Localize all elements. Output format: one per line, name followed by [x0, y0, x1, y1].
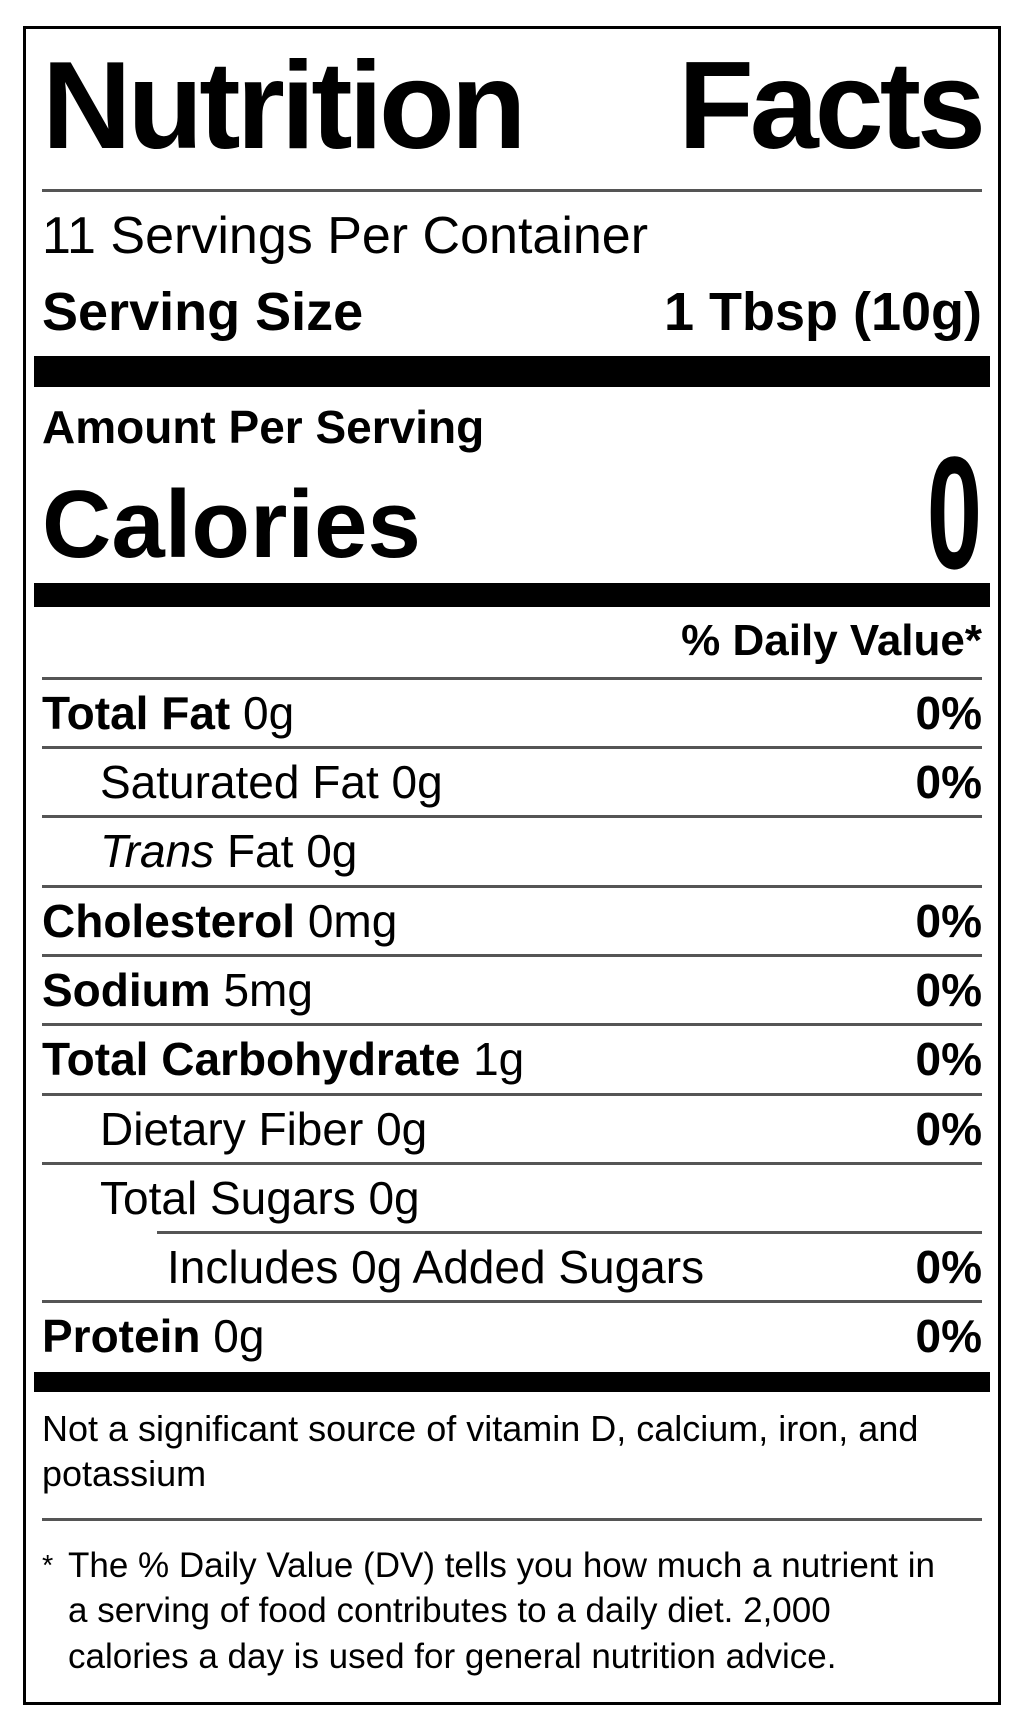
row-divider: [157, 1231, 982, 1235]
nutrient-name: Saturated Fat 0g: [100, 758, 443, 806]
row-divider: [42, 1161, 982, 1165]
thick-separator-bar: [34, 582, 990, 607]
label-title: Nutrition Facts: [42, 37, 986, 175]
thick-separator-bar: [34, 1371, 990, 1392]
nutrient-amount: Fat 0g: [214, 825, 358, 878]
nutrient-daily-value: 0%: [915, 1102, 982, 1155]
nutrient-amount: 0g: [230, 686, 295, 739]
calories-value: 0: [926, 423, 982, 603]
title-word-nutrition: Nutrition: [42, 37, 527, 175]
nutrient-amount: 1g: [460, 1033, 525, 1086]
footnote-asterisk: *: [42, 1549, 54, 1582]
nutrition-facts-label: Nutrition Facts 11 Servings Per Containe…: [23, 26, 1001, 1705]
nutrient-amount: 5mg: [210, 963, 313, 1016]
nutrient-name-bold: Protein: [42, 1310, 201, 1363]
nutrient-name: Total Carbohydrate 1g: [42, 1035, 524, 1083]
daily-value-header: % Daily Value*: [42, 607, 982, 680]
nutrient-row: Total Sugars 0g: [42, 1165, 982, 1231]
row-divider: [42, 815, 982, 819]
nutrient-daily-value: 0%: [915, 756, 982, 809]
nutrient-row: Dietary Fiber 0g 0%: [42, 1096, 982, 1162]
nutrient-rows: Total Fat 0g 0% Saturated Fat 0g 0% Tran…: [42, 680, 982, 1370]
nutrient-row: Includes 0g Added Sugars 0%: [42, 1234, 982, 1300]
calories-row: Calories 0: [42, 423, 982, 603]
nutrient-name: Dietary Fiber 0g: [100, 1102, 428, 1155]
amount-per-serving-label: Amount Per Serving: [42, 401, 485, 454]
row-divider: [42, 1092, 982, 1096]
nutrient-row: Saturated Fat 0g 0%: [42, 749, 982, 815]
nutrient-amount: 0mg: [295, 894, 398, 947]
nutrient-daily-value: 0%: [915, 686, 982, 739]
nutrient-name-bold: Cholesterol: [42, 894, 296, 947]
nutrient-name-bold: Total Carbohydrate: [42, 1033, 461, 1086]
serving-size-label: Serving Size: [42, 281, 364, 342]
nutrient-name: Total Fat 0g: [42, 689, 294, 737]
nutrient-amount: 0g: [200, 1310, 265, 1363]
nutrient-name-bold: Total Fat: [42, 686, 231, 739]
not-significant-note: Not a significant source of vitamin D, c…: [42, 1407, 919, 1494]
nutrient-daily-value: 0%: [915, 894, 982, 947]
row-divider: [42, 1300, 982, 1304]
nutrient-name-italic: Trans: [100, 825, 215, 878]
nutrient-daily-value: 0%: [915, 1310, 982, 1363]
serving-size-value: 1 Tbsp (10g): [663, 281, 982, 342]
footnote-divider: [42, 1517, 982, 1521]
daily-value-footnote: * The % Daily Value (DV) tells you how m…: [42, 1521, 982, 1680]
serving-size-row: Serving Size 1 Tbsp (10g): [42, 281, 982, 342]
nutrient-row: Trans Fat 0g: [42, 818, 982, 884]
nutrient-row: Sodium 5mg 0%: [42, 957, 982, 1023]
servings-per-container: 11 Servings Per Container: [42, 206, 649, 265]
title-word-facts: Facts: [678, 37, 986, 175]
row-divider: [42, 884, 982, 888]
title-divider: [42, 188, 982, 192]
nutrient-name: Cholesterol 0mg: [42, 897, 397, 945]
calories-label: Calories: [42, 470, 421, 578]
row-divider: [42, 953, 982, 957]
row-divider: [42, 746, 982, 750]
nutrient-daily-value: 0%: [915, 1241, 982, 1294]
nutrient-row: Protein 0g 0%: [42, 1303, 982, 1369]
nutrient-name: Total Sugars 0g: [100, 1174, 420, 1222]
nutrient-name-bold: Sodium: [42, 963, 211, 1016]
nutrient-name: Protein 0g: [42, 1312, 264, 1360]
nutrient-amount: Dietary Fiber 0g: [100, 1102, 428, 1155]
nutrient-name: Sodium 5mg: [42, 966, 313, 1014]
nutrient-daily-value: 0%: [915, 1033, 982, 1086]
footnote-text: The % Daily Value (DV) tells you how muc…: [68, 1545, 935, 1676]
nutrient-row: Cholesterol 0mg 0%: [42, 888, 982, 954]
thick-separator-bar: [34, 356, 990, 388]
nutrient-amount: Total Sugars 0g: [100, 1171, 420, 1224]
row-divider: [42, 1023, 982, 1027]
nutrient-daily-value: 0%: [915, 963, 982, 1016]
nutrient-amount: Includes 0g Added Sugars: [167, 1241, 705, 1294]
nutrient-amount: Saturated Fat 0g: [100, 756, 443, 809]
nutrient-row: Total Carbohydrate 1g 0%: [42, 1026, 982, 1092]
nutrient-name: Includes 0g Added Sugars: [167, 1243, 704, 1291]
nutrient-row: Total Fat 0g 0%: [42, 680, 982, 746]
nutrient-name: Trans Fat 0g: [100, 827, 357, 875]
